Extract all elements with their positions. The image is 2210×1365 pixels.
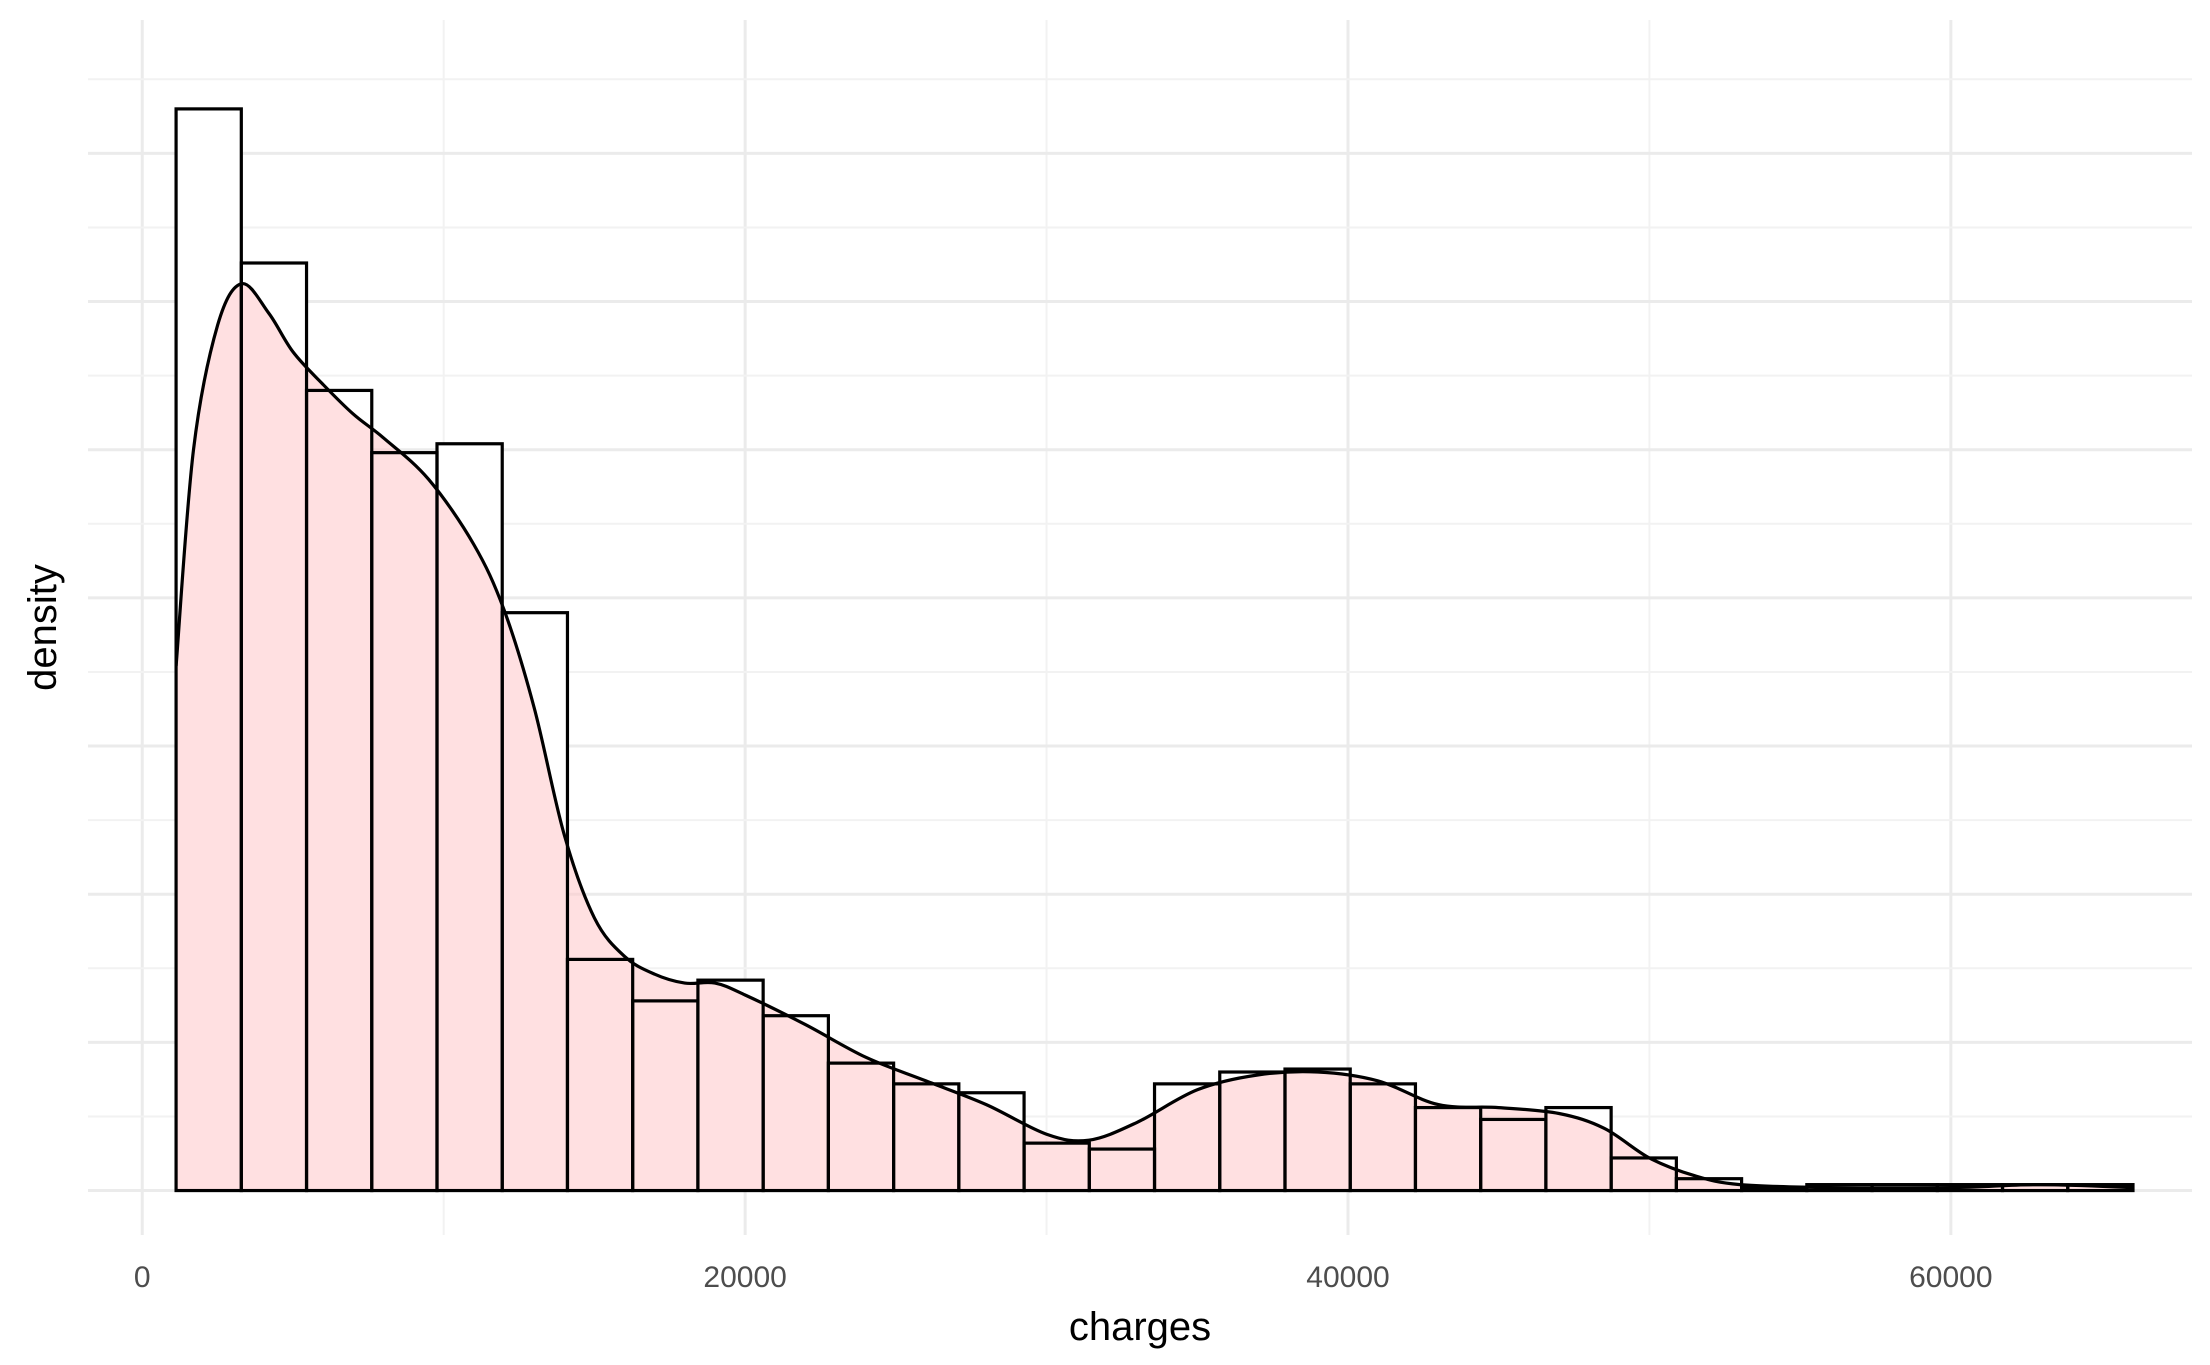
y-axis-title: density [21, 564, 65, 691]
histogram-bar-outline [1544, 1105, 1613, 1193]
density-curve [174, 282, 2134, 1190]
histogram-bar-outline [1609, 1156, 1678, 1193]
histogram-bar-outline [500, 611, 570, 1193]
x-tick-label: 20000 [703, 1261, 786, 1294]
x-axis-title: charges [1069, 1305, 1211, 1349]
x-axis-tick-labels: 0 20000 40000 60000 [134, 1261, 1993, 1294]
x-tick-label: 0 [134, 1261, 151, 1294]
x-tick-label: 60000 [1909, 1261, 1992, 1294]
x-tick-label: 40000 [1306, 1261, 1389, 1294]
